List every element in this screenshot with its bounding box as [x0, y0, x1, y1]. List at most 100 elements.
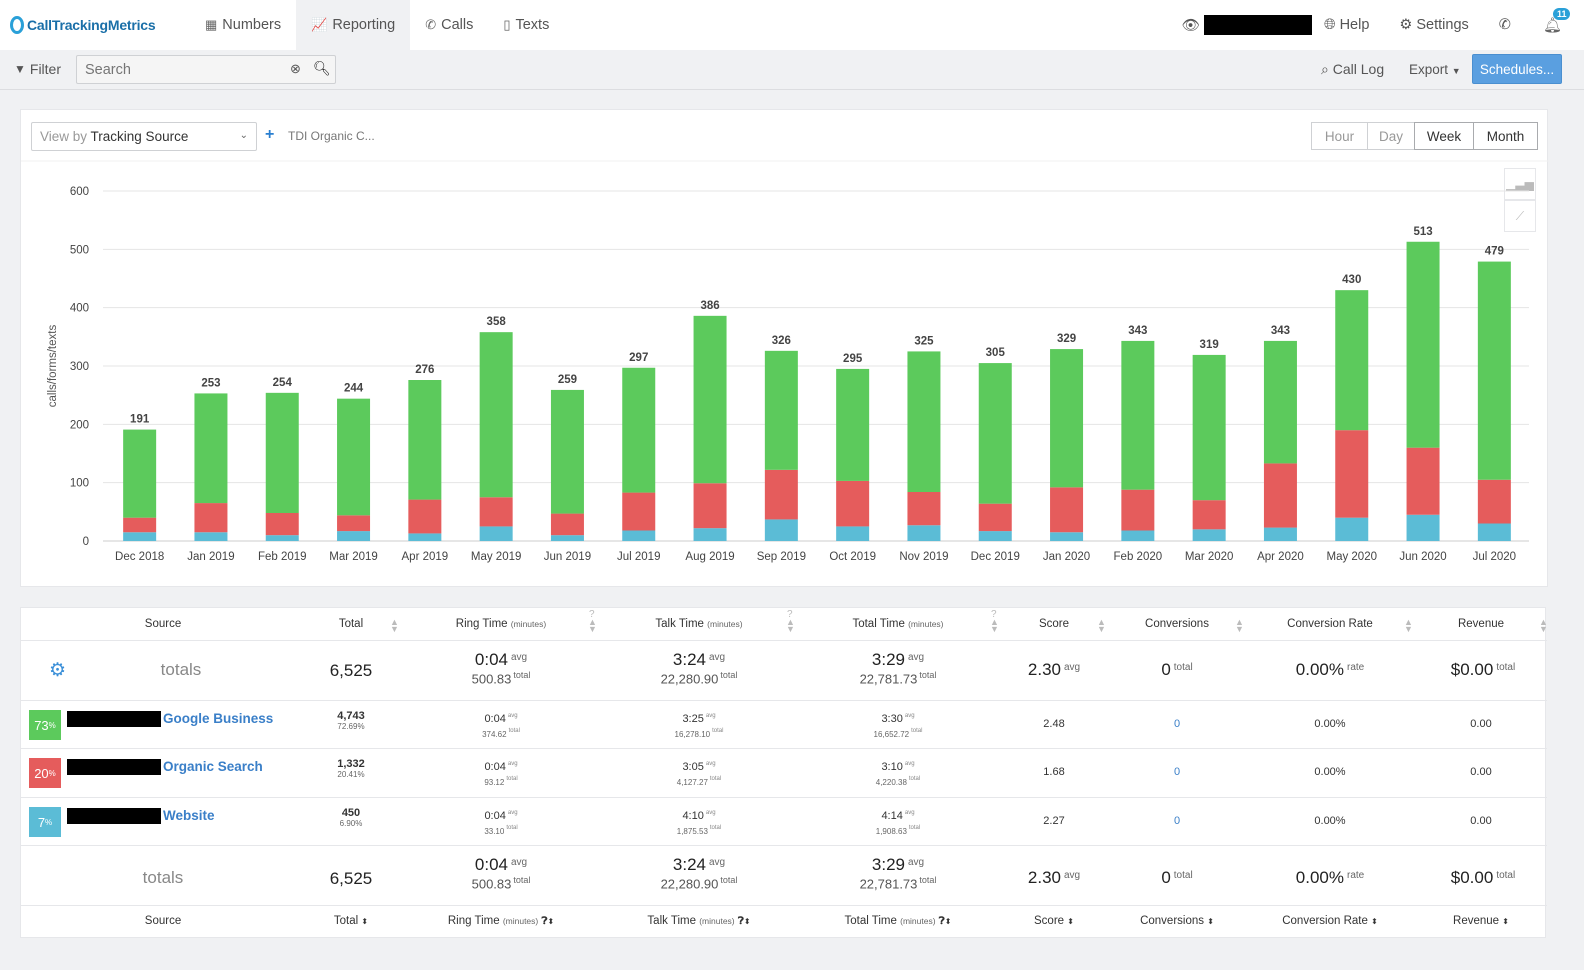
bar-total-label: 358 [487, 316, 507, 328]
col-conversions[interactable]: Conversions [1145, 618, 1209, 630]
total-percent: 20.41% [337, 770, 365, 779]
settings-link[interactable]: ⚙ Settings [1399, 17, 1468, 33]
bar-total-label: 326 [772, 335, 791, 347]
account-selector[interactable]: 👁 [1182, 15, 1312, 35]
col-total[interactable]: Total ⬍ [311, 915, 391, 927]
avg-suffix: avg [507, 712, 518, 719]
source-table: Source Total ▲ ▼ Ring Time (minutes) ? ▲ ▼… [20, 607, 1548, 938]
sort-icon[interactable]: ▲ ▼ [1235, 617, 1244, 634]
col-ring-time[interactable]: Ring Time (minutes) ❓︎⬍ [421, 915, 581, 927]
conversions-link[interactable]: 0 [1173, 718, 1181, 730]
col-conversion-rate[interactable]: Conversion Rate ⬍ [1270, 915, 1390, 927]
col-total-time[interactable]: Total Time (minutes) [818, 618, 978, 630]
ring-total: 500.83 [471, 671, 512, 687]
bar-segment [1406, 447, 1440, 515]
notifications[interactable]: 🔔︎ 11 [1543, 8, 1571, 34]
totals-rate: 0.00% rate [1270, 660, 1390, 680]
nav-numbers[interactable]: ▦ Numbers [190, 0, 296, 50]
bar-segment [1263, 463, 1297, 528]
minutes-label: (minutes) [707, 619, 743, 629]
x-tick-label: Feb 2019 [258, 551, 307, 563]
table-row[interactable]: 7% Website 450 6.90% 0:04 avg 33.10 total … [21, 798, 1547, 846]
line-chart-toggle[interactable]: ⟋ [1504, 200, 1536, 232]
bar-segment [408, 533, 442, 541]
col-source[interactable]: Source [144, 618, 182, 630]
time-avg: 3:29 [871, 650, 905, 669]
col-talk-time[interactable]: Talk Time (minutes) [619, 618, 779, 630]
sort-icon[interactable]: ▲ ▼ [1404, 617, 1413, 634]
bar-total-label: 191 [130, 414, 150, 426]
avg-suffix: avg [705, 712, 716, 719]
sort-icon[interactable]: ▲ ▼ [786, 617, 795, 634]
bar-total-label: 253 [201, 377, 220, 389]
col-revenue[interactable]: Revenue [1457, 618, 1505, 630]
col-ring-time[interactable]: Ring Time (minutes) [421, 618, 581, 630]
add-filter-icon[interactable]: + [265, 126, 275, 143]
search-icon[interactable]: 🔍︎ [313, 60, 331, 76]
total-percent: 6.90% [339, 819, 363, 828]
call-log-link[interactable]: ⌕ Call Log [1321, 61, 1384, 78]
total-suffix: total [1496, 869, 1516, 881]
col-score[interactable]: Score ⬍ [1014, 915, 1094, 927]
col-conversion-rate[interactable]: Conversion Rate [1287, 618, 1373, 630]
col-score[interactable]: Score [1038, 618, 1070, 630]
nav-texts[interactable]: ▯ Texts [488, 0, 564, 50]
search-input[interactable] [77, 56, 277, 83]
conversions-link[interactable]: 0 [1173, 815, 1181, 827]
bar-segment [1477, 479, 1511, 524]
ring-total: 500.83 [471, 876, 512, 892]
filter-button[interactable]: ▼ Filter [14, 61, 61, 77]
gear-icon: ⚙ [1399, 17, 1413, 33]
help-icon[interactable]: ? [589, 609, 595, 620]
schedules-button[interactable]: Schedules... [1472, 54, 1562, 84]
bar-segment [479, 526, 513, 541]
nav-calls[interactable]: ✆ Calls [410, 0, 488, 50]
help-icon[interactable]: ? [787, 609, 793, 620]
clear-icon[interactable]: ⊗ [290, 61, 301, 76]
total-suffix: total [908, 824, 921, 831]
bar-chart-toggle[interactable]: ▁▃▅ [1504, 168, 1536, 200]
col-total[interactable]: Total [338, 618, 364, 630]
brand-logo[interactable]: CallTrackingMetrics [10, 16, 190, 34]
sort-icon[interactable]: ▲ ▼ [990, 617, 999, 634]
range-hour[interactable]: Hour [1311, 122, 1368, 150]
table-row[interactable]: 20% Organic Search 1,332 20.41% 0:04 avg … [21, 749, 1547, 798]
source-name-link[interactable]: Website [163, 808, 215, 823]
table-row[interactable]: 73% Google Business 4,743 72.69% 0:04 avg… [21, 701, 1547, 749]
sort-icon[interactable]: ▲ ▼ [1097, 617, 1106, 634]
bar-chart-icon: ▁▃▅ [1506, 177, 1534, 191]
x-tick-label: Jul 2020 [1473, 551, 1516, 563]
nav-reporting[interactable]: 📈 Reporting [296, 0, 411, 50]
view-by-select[interactable]: View by Tracking Source ⌄ [31, 122, 257, 151]
revenue-label: Revenue [1453, 915, 1500, 927]
total-suffix: total [508, 727, 520, 734]
sort-icon[interactable]: ▲ ▼ [588, 617, 597, 634]
col-source[interactable]: Source [144, 915, 182, 927]
nav-label: Reporting [332, 17, 396, 33]
export-dropdown[interactable]: Export ▼ [1409, 62, 1461, 77]
totals-row-bottom: totals 6,525 0:04 avg 500.83 total 3:24 avg… [21, 846, 1547, 906]
sort-icon[interactable]: ▲ ▼ [390, 617, 399, 634]
bar-total-label: 479 [1485, 246, 1504, 258]
help-link[interactable]: 🌐︎ Help [1324, 17, 1369, 33]
range-week[interactable]: Week [1414, 122, 1474, 150]
avg-suffix: avg [708, 856, 726, 868]
col-total-time[interactable]: Total Time (minutes) ❓︎⬍ [818, 915, 978, 927]
col-talk-time[interactable]: Talk Time (minutes) ❓︎⬍ [619, 915, 779, 927]
filter-tag[interactable]: TDI Organic C... [288, 129, 375, 143]
sort-icon[interactable]: ▲ ▼ [1539, 617, 1548, 634]
gear-icon[interactable]: ⚙ [49, 660, 67, 681]
conversions-link[interactable]: 0 [1173, 766, 1181, 778]
redacted-source [67, 759, 161, 775]
col-revenue[interactable]: Revenue ⬍ [1441, 915, 1521, 927]
minutes-label: (minutes) [502, 916, 539, 926]
range-month[interactable]: Month [1473, 122, 1538, 150]
phone-status[interactable]: ✆ [1499, 17, 1515, 33]
source-name-link[interactable]: Google Business [163, 711, 274, 726]
minutes-label: (minutes) [900, 916, 936, 926]
rate-value: 0.00% [1314, 766, 1346, 778]
source-name-link[interactable]: Organic Search [163, 759, 263, 774]
bar-segment [1050, 487, 1084, 533]
col-conversions[interactable]: Conversions ⬍ [1127, 915, 1227, 927]
help-icon[interactable]: ? [991, 609, 997, 620]
